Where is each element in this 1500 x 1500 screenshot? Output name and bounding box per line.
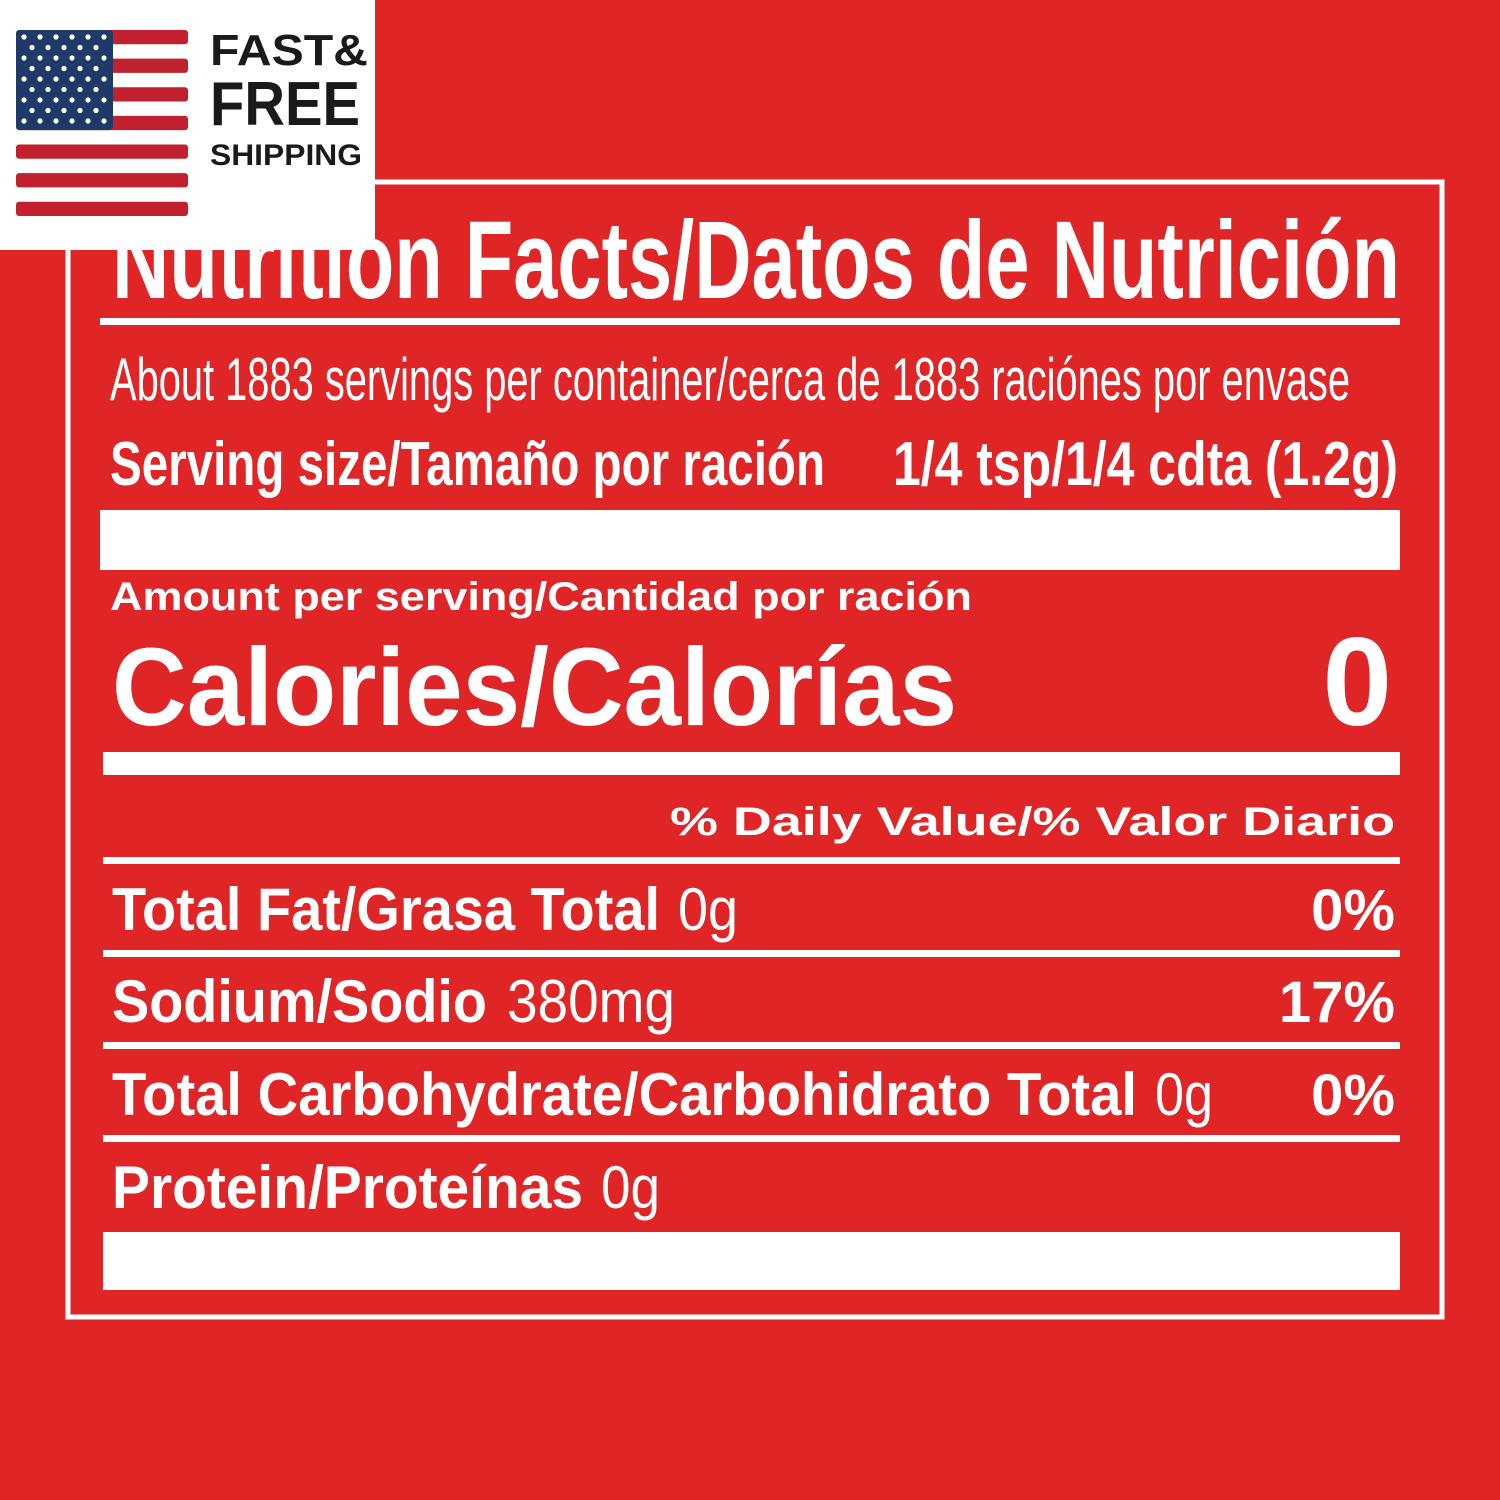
badge-line: SHIPPING: [210, 139, 362, 172]
nutrient-daily-value: 0%: [1311, 1063, 1395, 1128]
flag-star: [85, 118, 91, 124]
flag-star: [93, 86, 99, 93]
flag-star: [21, 97, 27, 103]
flag-star: [21, 118, 27, 124]
flag-star: [85, 55, 91, 61]
flag-star: [53, 55, 59, 61]
serving-size-label: Serving size/Tamaño por ración: [110, 430, 825, 499]
daily-value-header: % Daily Value/% Valor Diario: [670, 800, 1395, 844]
flag-star: [21, 55, 27, 61]
flag-star: [101, 34, 107, 40]
rule: [100, 318, 1400, 325]
flag-star: [29, 86, 35, 93]
nutrient-name: Total Carbohydrate/Carbohidrato Total: [112, 1061, 1137, 1128]
thick-bar: [103, 1232, 1400, 1290]
flag-star: [85, 97, 91, 103]
flag-star: [61, 65, 67, 72]
flag-star: [29, 44, 35, 51]
label-border: [65, 179, 1445, 1320]
nutrient-name: Total Fat/Grasa Total: [112, 876, 660, 943]
rule: [103, 1042, 1400, 1049]
flag-star: [21, 76, 27, 82]
badge-line: FAST&: [210, 26, 368, 75]
serving-size-value: 1/4 tsp/1/4 cdta (1.2g): [893, 430, 1398, 499]
flag-star: [77, 107, 83, 114]
nutrient-amount: 380mg: [507, 968, 675, 1035]
flag-star: [69, 55, 75, 61]
flag-star: [93, 65, 99, 72]
flag-star: [29, 107, 35, 114]
flag-star: [45, 44, 51, 51]
flag-star: [93, 107, 99, 114]
flag-star: [69, 118, 75, 124]
rule: [103, 950, 1400, 957]
flag-star: [77, 44, 83, 51]
flag-star: [77, 65, 83, 72]
flag-star: [45, 65, 51, 72]
flag-stripe: [16, 173, 188, 188]
flag-star: [29, 65, 35, 72]
badge-line: FREE: [210, 70, 360, 139]
medium-bar: [103, 752, 1400, 775]
flag-star: [85, 34, 91, 40]
flag-star: [61, 44, 67, 51]
flag-star: [37, 76, 43, 82]
flag-star: [101, 118, 107, 124]
flag-stripe: [16, 201, 188, 216]
calories-label: Calories/Calorías: [112, 626, 957, 749]
rule: [103, 1135, 1400, 1142]
flag-star: [53, 118, 59, 124]
flag-star: [93, 44, 99, 51]
nutrient-name: Protein/Proteínas: [112, 1154, 583, 1221]
flag-star: [61, 86, 67, 93]
servings: About 1883 servings per container/cerca …: [110, 346, 1350, 413]
flag-star: [21, 34, 27, 40]
nutrient-amount: 0g: [1155, 1061, 1213, 1128]
nutrient-daily-value: 17%: [1279, 970, 1395, 1035]
rule: [103, 857, 1400, 864]
flag-star: [69, 34, 75, 40]
flag-star: [77, 86, 83, 93]
nutrient-amount: 0g: [601, 1154, 660, 1221]
calories-value: 0: [1322, 613, 1392, 752]
flag-star: [69, 97, 75, 103]
nutrient-daily-value: 0%: [1311, 878, 1395, 943]
flag-star: [37, 118, 43, 124]
nutrient-name: Sodium/Sodio: [112, 968, 487, 1035]
flag-canton: [16, 30, 113, 131]
flag-star: [37, 55, 43, 61]
flag-star: [53, 34, 59, 40]
us-flag: [16, 30, 188, 216]
flag-star: [101, 55, 107, 61]
shipping-badge: FAST& FREE SHIPPING: [0, 0, 375, 250]
flag-star: [53, 97, 59, 103]
nutrient-amount: 0g: [678, 876, 738, 943]
flag-star: [85, 76, 91, 82]
flag-star: [101, 97, 107, 103]
flag-star: [69, 76, 75, 82]
flag-star: [101, 76, 107, 82]
amount-per-serving: Amount per serving/Cantidad por ración: [110, 575, 972, 619]
flag-stripe: [16, 144, 188, 159]
flag-star: [53, 76, 59, 82]
flag-star: [45, 107, 51, 114]
flag-star: [61, 107, 67, 114]
flag-star: [37, 34, 43, 40]
flag-star: [45, 86, 51, 93]
thick-bar: [100, 510, 1400, 570]
flag-star: [37, 97, 43, 103]
